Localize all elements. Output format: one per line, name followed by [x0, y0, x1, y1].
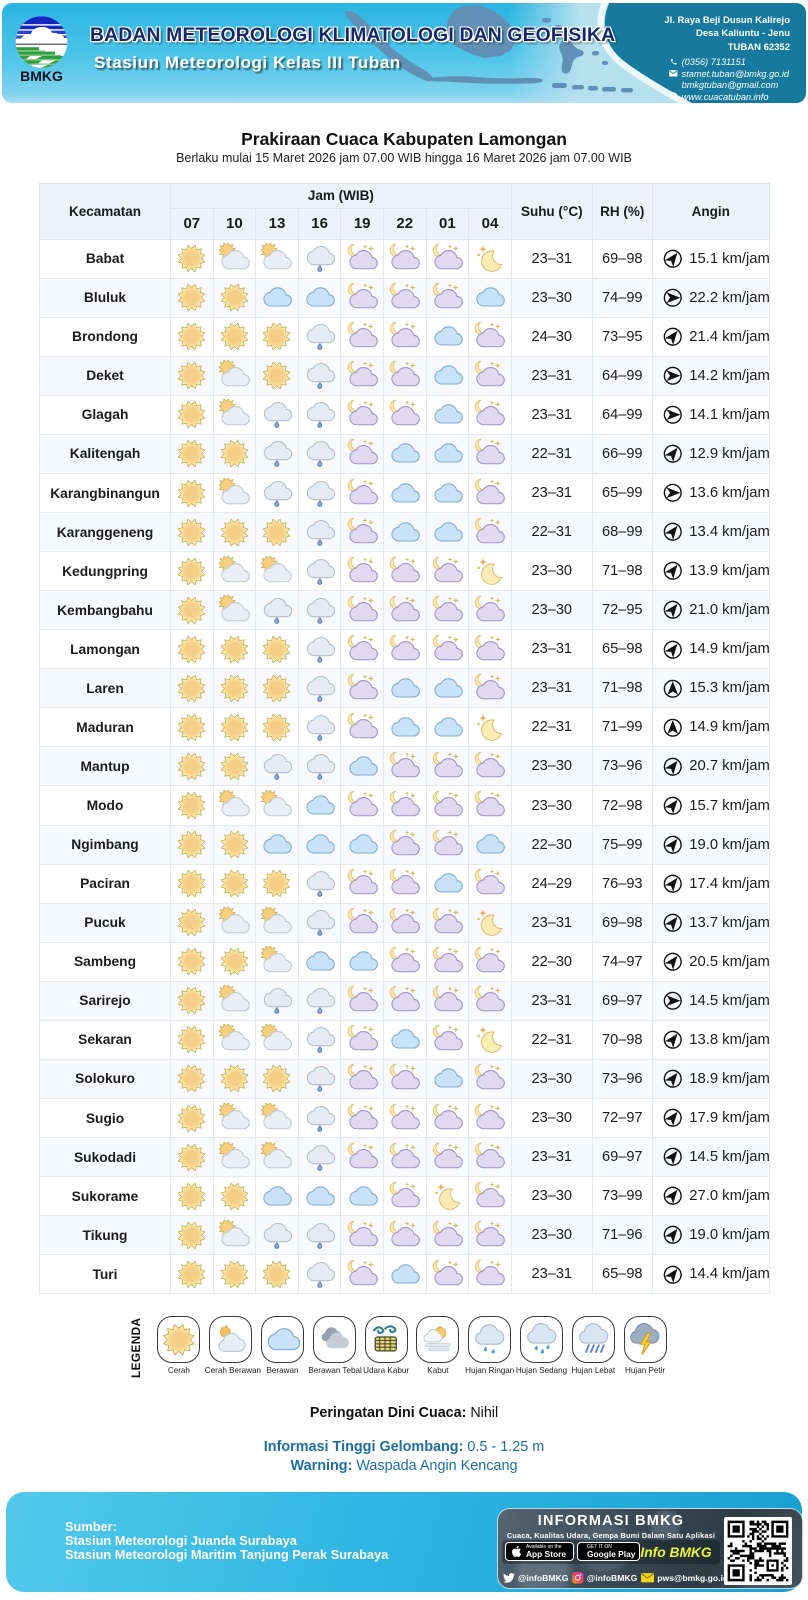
svg-text:LEGENDA: LEGENDA — [129, 1317, 143, 1378]
svg-text:BMKG: BMKG — [20, 68, 63, 84]
